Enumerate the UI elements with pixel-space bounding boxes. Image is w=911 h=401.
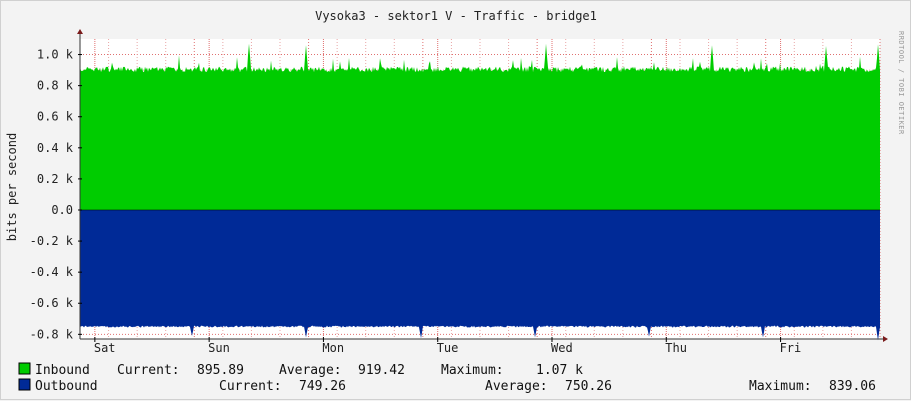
y-axis-arrow-icon: [77, 29, 83, 34]
legend-inbound-row: Inbound Current: 895.89 Average: 919.42 …: [18, 362, 583, 378]
legend-outbound-current-value: 749.26: [299, 379, 346, 394]
legend-inbound-maximum-value: 1.07 k: [536, 363, 583, 378]
axes: 1.0 k 0.8 k 0.6 k 0.4 k 0.2 k 0.0 -0.2 k -0.4 k…: [30, 29, 888, 355]
y-tick-label: 0.2 k: [37, 172, 74, 186]
legend-inbound-label: Inbound: [35, 363, 90, 378]
series-area-inbound: [80, 43, 880, 210]
legend-outbound-average-value: 750.26: [565, 379, 612, 394]
y-tick-label: 1.0 k: [37, 48, 74, 62]
legend-inbound-current-label: Current:: [117, 363, 180, 378]
x-tick-label: Wed: [551, 341, 573, 355]
legend-outbound-swatch: [18, 378, 31, 391]
legend-inbound-average-label: Average:: [279, 363, 342, 378]
y-tick-label: 0.4 k: [37, 141, 74, 155]
y-tick-label: 0.8 k: [37, 79, 74, 93]
legend-outbound-maximum-label: Maximum:: [749, 379, 812, 394]
x-tick-label: Mon: [322, 341, 344, 355]
legend-inbound-maximum-label: Maximum:: [441, 363, 504, 378]
x-tick-label: Sun: [208, 341, 230, 355]
x-axis-arrow-icon: [883, 336, 888, 342]
chart-title: Vysoka3 - sektor1 V - Traffic - bridge1: [315, 9, 597, 23]
legend-outbound-label: Outbound: [35, 379, 98, 394]
y-axis-label: bits per second: [5, 133, 19, 241]
y-tick-label: 0.6 k: [37, 110, 74, 124]
y-tick-label: 0.0: [51, 203, 73, 217]
y-tick-label: -0.8 k: [30, 327, 74, 341]
legend-inbound-swatch: [18, 362, 31, 375]
y-tick-label: -0.6 k: [30, 296, 74, 310]
rrdtool-watermark: RRDTOOL / TOBI OETIKER: [897, 31, 905, 135]
series-area-outbound: [80, 209, 880, 341]
x-tick-label: Tue: [437, 341, 459, 355]
x-tick-label: Thu: [665, 341, 687, 355]
legend-inbound-average-value: 919.42: [358, 363, 405, 378]
legend-inbound-current-value: 895.89: [197, 363, 244, 378]
x-tick-label: Sat: [94, 341, 116, 355]
legend-outbound-average-label: Average:: [485, 379, 548, 394]
y-tick-label: -0.4 k: [30, 265, 74, 279]
legend-outbound-maximum-value: 839.06: [829, 379, 876, 394]
y-tick-label: -0.2 k: [30, 234, 74, 248]
legend-outbound-current-label: Current:: [219, 379, 282, 394]
x-tick-label: Fri: [780, 341, 802, 355]
legend-outbound-row: Outbound Current: 749.26 Average: 750.26…: [18, 378, 876, 394]
